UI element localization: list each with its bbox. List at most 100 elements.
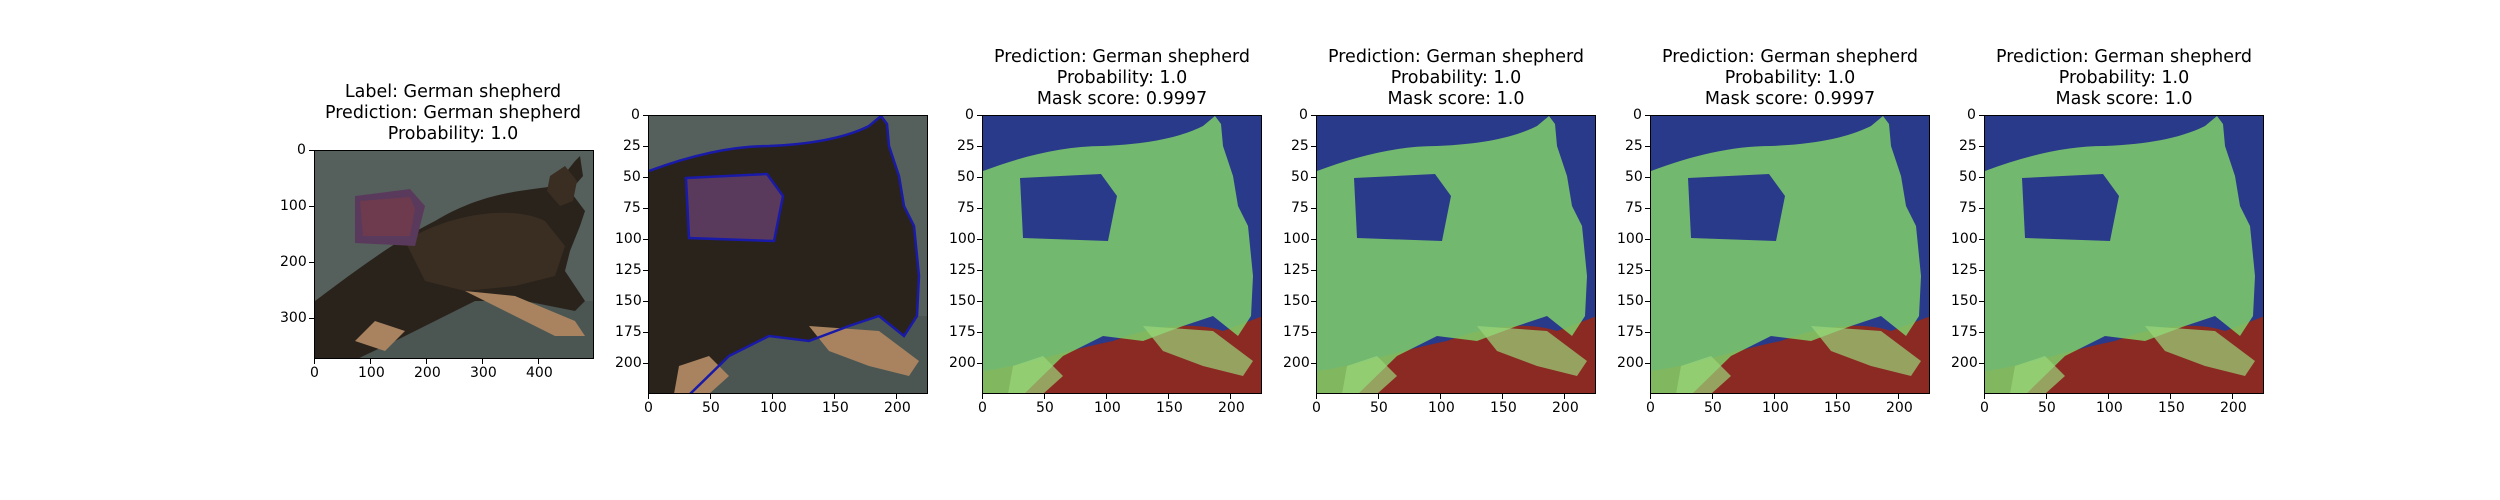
title-line-probability: Probability: 1.0: [2058, 68, 2190, 88]
y-tick-label: 100: [1951, 231, 1978, 247]
image-axes: [1984, 115, 2264, 394]
y-tick-label: 150: [1617, 293, 1644, 309]
y-tick-label: 150: [615, 293, 642, 309]
y-tick-label: 0: [1299, 107, 1308, 123]
panel-title: Prediction: German shepherd Probability: …: [1298, 47, 1614, 110]
y-tick-label: 50: [1959, 169, 1977, 185]
x-tick-label: 0: [644, 400, 653, 416]
y-tick-label: 200: [1283, 355, 1310, 371]
x-tick-label: 100: [1762, 400, 1789, 416]
x-tick-label: 200: [2220, 400, 2247, 416]
segmentation-overlay: [1651, 116, 1929, 393]
y-tick-label: 125: [1283, 262, 1310, 278]
y-tick-label: 125: [949, 262, 976, 278]
y-tick-label: 150: [949, 293, 976, 309]
y-tick-label: 200: [615, 355, 642, 371]
title-line-mask-score: Mask score: 1.0: [2055, 89, 2193, 109]
panel-title: Prediction: German shepherd Probability: …: [964, 47, 1280, 110]
y-tick-label: 25: [1625, 138, 1643, 154]
y-tick-label: 0: [631, 107, 640, 123]
y-tick-label: 175: [1283, 324, 1310, 340]
x-tick-label: 150: [1824, 400, 1851, 416]
image-axes: [1650, 115, 1930, 394]
y-tick-label: 175: [615, 324, 642, 340]
title-line-prediction: Prediction: German shepherd: [1328, 47, 1584, 67]
title-line-label: Label: German shepherd: [344, 82, 562, 102]
y-tick-label: 100: [1283, 231, 1310, 247]
y-tick-label: 100: [949, 231, 976, 247]
x-tick-label: 0: [1312, 400, 1321, 416]
x-tick-label: 100: [2096, 400, 2123, 416]
x-tick-label: 300: [470, 365, 497, 381]
y-tick-label: 50: [623, 169, 641, 185]
x-tick-label: 100: [358, 365, 385, 381]
y-tick-label: 50: [957, 169, 975, 185]
x-tick-label: 50: [702, 400, 720, 416]
x-tick-label: 200: [884, 400, 911, 416]
y-tick-label: 150: [1283, 293, 1310, 309]
y-tick-label: 0: [297, 142, 306, 158]
y-tick-label: 200: [1951, 355, 1978, 371]
y-tick-label: 100: [280, 198, 307, 214]
x-tick-label: 200: [1552, 400, 1579, 416]
title-line-probability: Probability: 1.0: [387, 124, 519, 144]
x-tick-label: 0: [978, 400, 987, 416]
x-tick-label: 150: [822, 400, 849, 416]
y-tick-label: 50: [1625, 169, 1643, 185]
image-axes: [1316, 115, 1596, 394]
y-tick-label: 25: [1291, 138, 1309, 154]
x-tick-label: 0: [310, 365, 319, 381]
title-line-probability: Probability: 1.0: [1056, 68, 1188, 88]
segmentation-overlay: [983, 116, 1261, 393]
title-line-mask-score: Mask score: 0.9997: [1704, 89, 1876, 109]
x-tick-label: 200: [1218, 400, 1245, 416]
title-line-probability: Probability: 1.0: [1390, 68, 1522, 88]
x-tick-label: 400: [526, 365, 553, 381]
x-tick-label: 0: [1646, 400, 1655, 416]
y-tick-label: 200: [280, 254, 307, 270]
title-line-prediction: Prediction: German shepherd: [1662, 47, 1918, 67]
y-tick-label: 75: [1959, 200, 1977, 216]
title-line-prediction: Prediction: German shepherd: [325, 103, 581, 123]
x-tick-label: 100: [760, 400, 787, 416]
title-line-prediction: Prediction: German shepherd: [994, 47, 1250, 67]
y-tick-label: 175: [949, 324, 976, 340]
y-tick-label: 175: [1951, 324, 1978, 340]
x-tick-label: 200: [1886, 400, 1913, 416]
y-tick-label: 0: [965, 107, 974, 123]
x-tick-label: 50: [2038, 400, 2056, 416]
y-tick-label: 200: [1617, 355, 1644, 371]
y-tick-label: 125: [1951, 262, 1978, 278]
panel-title: Prediction: German shepherd Probability: …: [1632, 47, 1948, 110]
y-tick-label: 25: [1959, 138, 1977, 154]
x-tick-label: 50: [1370, 400, 1388, 416]
dog-photo-contour: [649, 116, 927, 393]
y-tick-label: 50: [1291, 169, 1309, 185]
x-tick-label: 150: [1156, 400, 1183, 416]
x-tick-label: 200: [414, 365, 441, 381]
image-axes: [648, 115, 928, 394]
y-tick-label: 300: [280, 310, 307, 326]
x-tick-label: 50: [1036, 400, 1054, 416]
segmentation-overlay: [1317, 116, 1595, 393]
y-tick-label: 125: [1617, 262, 1644, 278]
panel-title: Prediction: German shepherd Probability: …: [1966, 47, 2282, 110]
y-tick-label: 0: [1967, 107, 1976, 123]
y-tick-label: 150: [1951, 293, 1978, 309]
y-tick-label: 100: [1617, 231, 1644, 247]
title-line-mask-score: Mask score: 1.0: [1387, 89, 1525, 109]
segmentation-overlay: [1985, 116, 2263, 393]
y-tick-label: 125: [615, 262, 642, 278]
y-tick-label: 75: [623, 200, 641, 216]
image-axes: [982, 115, 1262, 394]
x-tick-label: 150: [1490, 400, 1517, 416]
image-axes: [314, 150, 594, 359]
x-tick-label: 50: [1704, 400, 1722, 416]
title-line-prediction: Prediction: German shepherd: [1996, 47, 2252, 67]
y-tick-label: 75: [1625, 200, 1643, 216]
y-tick-label: 0: [1633, 107, 1642, 123]
title-line-mask-score: Mask score: 0.9997: [1036, 89, 1208, 109]
x-tick-label: 150: [2158, 400, 2185, 416]
panel-title: Label: German shepherd Prediction: Germa…: [297, 82, 609, 145]
y-tick-label: 25: [623, 138, 641, 154]
